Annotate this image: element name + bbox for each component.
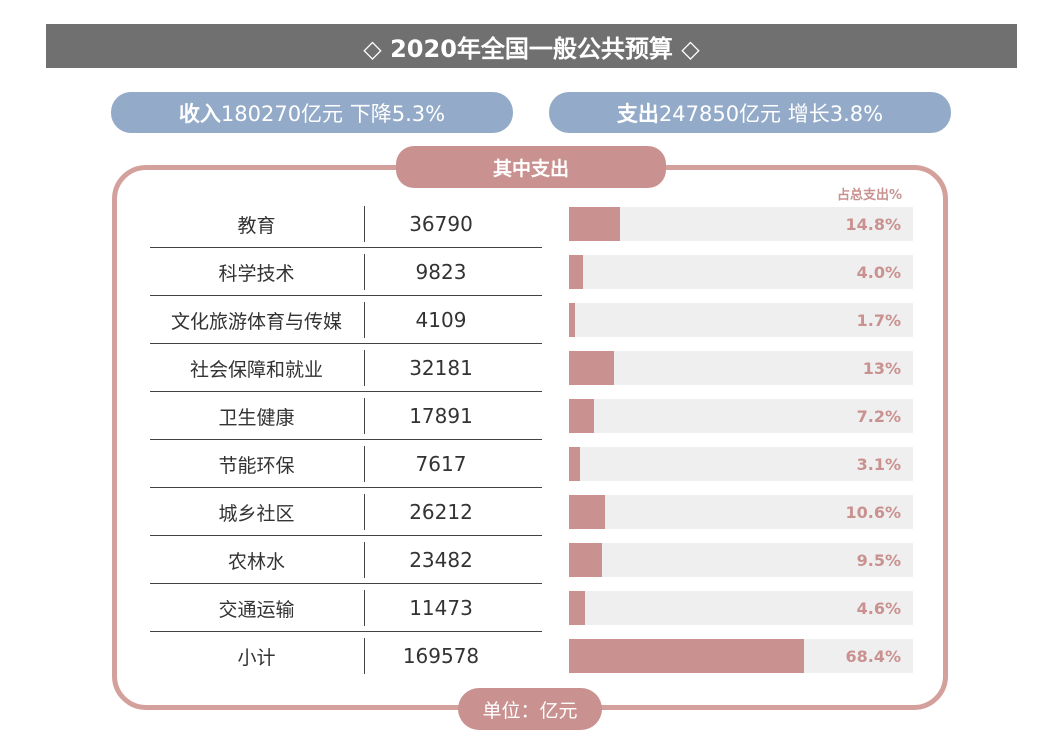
table-row: 文化旅游体育与传媒 4109 (150, 296, 542, 344)
category-label: 文化旅游体育与传媒 (170, 310, 342, 333)
bar-track: 68.4% (569, 639, 913, 673)
column-divider (364, 446, 365, 482)
column-divider (364, 542, 365, 578)
column-divider (364, 302, 365, 338)
percent-label: 7.2% (856, 406, 901, 426)
table-row: 交通运输 11473 (150, 584, 542, 632)
category-label: 城乡社区 (218, 502, 295, 525)
column-divider (364, 638, 365, 674)
amount-value: 17891 (409, 404, 473, 428)
category-label: 卫生健康 (218, 406, 295, 429)
category-label: 小计 (237, 646, 276, 669)
bar (569, 351, 614, 385)
column-divider (364, 350, 365, 386)
bar-track: 7.2% (569, 399, 913, 433)
percent-label: 4.0% (856, 262, 901, 282)
percent-label: 4.6% (856, 598, 901, 618)
amount-value: 23482 (409, 548, 473, 572)
percent-label: 10.6% (845, 502, 901, 522)
table-row: 卫生健康 17891 (150, 392, 542, 440)
bar (569, 543, 602, 577)
bar (569, 399, 594, 433)
amount-value: 9823 (415, 260, 467, 284)
column-divider (364, 206, 365, 242)
row-divider (150, 247, 542, 248)
table-row: 小计 169578 (150, 632, 542, 680)
bar (569, 495, 606, 529)
income-text: 180270亿元 下降5.3% (220, 101, 446, 126)
bar-track: 9.5% (569, 543, 913, 577)
table-row: 教育 36790 (150, 200, 542, 248)
row-divider (150, 535, 542, 536)
bar-track: 10.6% (569, 495, 913, 529)
expense-label: 支出 (616, 101, 659, 126)
bar-track: 13% (569, 351, 913, 385)
expense-text: 247850亿元 增长3.8% (658, 101, 884, 126)
row-divider (150, 487, 542, 488)
bar-track: 3.1% (569, 447, 913, 481)
expense-summary: 支出 247850亿元 增长3.8% (549, 92, 951, 133)
amount-value: 7617 (415, 452, 467, 476)
bar (569, 303, 575, 337)
bar-track: 1.7% (569, 303, 913, 337)
column-divider (364, 254, 365, 290)
table-row: 节能环保 7617 (150, 440, 542, 488)
table-row: 城乡社区 26212 (150, 488, 542, 536)
page-title: ◇ 2020年全国一般公共预算 ◇ (46, 24, 1017, 68)
bar (569, 447, 580, 481)
percent-label: 14.8% (845, 214, 901, 234)
column-divider (364, 494, 365, 530)
amount-value: 169578 (402, 644, 480, 668)
table-row: 社会保障和就业 32181 (150, 344, 542, 392)
column-divider (364, 590, 365, 626)
row-divider (150, 631, 542, 632)
row-divider (150, 295, 542, 296)
category-label: 科学技术 (218, 262, 295, 285)
percent-label: 9.5% (856, 550, 901, 570)
row-divider (150, 583, 542, 584)
row-divider (150, 343, 542, 344)
table-row: 科学技术 9823 (150, 248, 542, 296)
income-summary: 收入 180270亿元 下降5.3% (111, 92, 513, 133)
category-label: 社会保障和就业 (189, 358, 323, 381)
row-divider (150, 439, 542, 440)
table-row: 农林水 23482 (150, 536, 542, 584)
bar (569, 207, 620, 241)
bar (569, 639, 805, 673)
category-label: 节能环保 (218, 454, 295, 477)
row-divider (150, 391, 542, 392)
percent-header: 占总支出% (836, 188, 902, 203)
category-label: 农林水 (227, 550, 285, 573)
bar-track: 4.6% (569, 591, 913, 625)
unit-label: 单位：亿元 (458, 688, 602, 730)
percent-label: 1.7% (856, 310, 901, 330)
bar-track: 14.8% (569, 207, 913, 241)
percent-label: 13% (862, 358, 901, 378)
section-tab: 其中支出 (396, 146, 666, 188)
bar (569, 255, 583, 289)
category-label: 教育 (237, 214, 276, 237)
amount-value: 4109 (415, 308, 467, 332)
amount-value: 11473 (409, 596, 473, 620)
percent-label: 3.1% (856, 454, 901, 474)
column-divider (364, 398, 365, 434)
bar-track: 4.0% (569, 255, 913, 289)
bar (569, 591, 585, 625)
category-label: 交通运输 (218, 598, 295, 621)
amount-value: 36790 (409, 212, 473, 236)
amount-value: 32181 (409, 356, 473, 380)
percent-label: 68.4% (845, 646, 901, 666)
amount-value: 26212 (409, 500, 473, 524)
income-label: 收入 (178, 101, 221, 126)
